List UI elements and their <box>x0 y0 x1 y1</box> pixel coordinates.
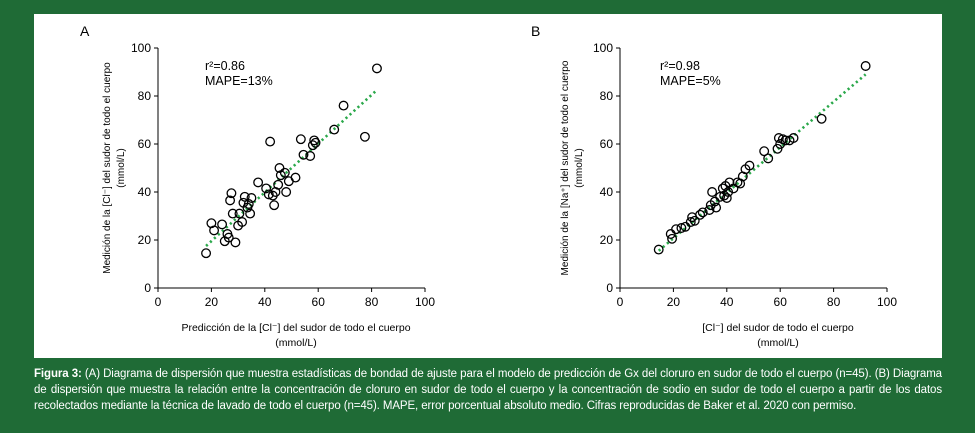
data-point <box>788 133 799 143</box>
x-axis-unit: (mmol/L) <box>757 337 798 349</box>
data-point <box>307 140 318 151</box>
figure-panel <box>34 14 942 358</box>
y-tick-label: 20 <box>138 233 152 247</box>
data-point <box>281 187 292 197</box>
x-axis-unit: (mmol/L) <box>275 337 316 349</box>
data-point <box>338 100 349 111</box>
data-point <box>295 134 306 145</box>
data-point <box>230 237 241 248</box>
data-point <box>245 208 256 219</box>
data-point <box>711 202 722 213</box>
y-tick-label: 80 <box>600 89 614 103</box>
data-point <box>201 248 212 259</box>
y-tick-label: 60 <box>600 137 614 151</box>
x-tick-label: 80 <box>365 295 379 309</box>
data-point <box>697 207 708 218</box>
data-point <box>273 179 284 190</box>
caption-text: (A) Diagrama de dispersión que muestra e… <box>34 368 942 412</box>
data-point <box>773 133 784 143</box>
x-axis-label: [Cl⁻] del sudor de todo el cuerpo <box>702 322 854 334</box>
data-point <box>227 208 238 219</box>
data-point <box>704 205 715 215</box>
data-point <box>676 223 687 233</box>
data-point <box>261 183 272 194</box>
data-point <box>246 193 257 203</box>
data-point <box>329 124 340 135</box>
data-point <box>744 160 755 171</box>
x-tick-label: 100 <box>877 295 897 309</box>
x-tick-label: 60 <box>312 295 326 309</box>
chart-a: A 0 20 40 60 80 100 0 20 40 60 80 100 r²=0.86MAPE=13%… <box>80 23 435 349</box>
data-point <box>298 149 309 160</box>
data-point <box>359 131 370 142</box>
y-tick-label: 80 <box>138 89 152 103</box>
y-tick-label: 0 <box>606 281 613 295</box>
y-axis-unit: (mmol/L) <box>574 148 585 187</box>
x-tick-label: 0 <box>155 295 162 309</box>
x-axis-label: Predicción de la [Cl⁻] del sudor de todo… <box>181 322 410 334</box>
r2-annotation: r²=0.98 <box>660 59 700 73</box>
panel-label: A <box>80 23 90 39</box>
x-tick-label: 80 <box>827 295 841 309</box>
data-point <box>689 215 700 226</box>
mape-annotation: MAPE=13% <box>205 74 273 88</box>
y-axis-label: Medición de la [Cl⁻] del sudor de todo e… <box>102 62 113 274</box>
x-tick-label: 60 <box>774 295 788 309</box>
mape-annotation: MAPE=5% <box>660 74 721 88</box>
y-tick-label: 40 <box>138 185 152 199</box>
data-point <box>237 217 248 227</box>
data-point <box>763 153 774 164</box>
data-point <box>772 143 783 154</box>
data-point <box>265 136 276 147</box>
data-point <box>671 224 682 235</box>
data-point <box>209 225 220 236</box>
y-tick-label: 20 <box>600 233 614 247</box>
data-point <box>816 113 827 124</box>
y-tick-label: 60 <box>138 137 152 151</box>
data-point <box>263 189 274 200</box>
data-point <box>269 200 280 211</box>
data-point <box>721 193 732 203</box>
x-tick-label: 0 <box>617 295 624 309</box>
x-tick-label: 40 <box>258 295 272 309</box>
data-point <box>243 199 254 209</box>
data-point <box>685 217 696 227</box>
figure-caption: Figura 3: (A) Diagrama de dispersión que… <box>34 366 942 414</box>
y-axis-unit: (mmol/L) <box>116 148 127 187</box>
y-tick-label: 40 <box>600 185 614 199</box>
y-tick-label: 100 <box>131 41 151 55</box>
data-point <box>223 232 234 243</box>
data-point <box>305 151 316 161</box>
caption-label: Figura 3: <box>34 368 82 380</box>
r2-annotation: r²=0.86 <box>205 59 245 73</box>
data-point <box>217 219 228 230</box>
data-point <box>279 167 290 178</box>
data-point <box>860 61 871 71</box>
data-point <box>226 188 237 199</box>
y-tick-label: 0 <box>144 281 151 295</box>
x-tick-label: 20 <box>667 295 681 309</box>
data-point <box>667 233 678 244</box>
data-point <box>310 137 321 148</box>
data-point <box>707 187 718 197</box>
data-point <box>371 63 382 74</box>
data-point <box>653 244 664 255</box>
x-tick-label: 40 <box>720 295 734 309</box>
trendline <box>205 89 378 247</box>
y-tick-label: 100 <box>593 41 613 55</box>
panel-label: B <box>531 23 540 39</box>
data-point <box>290 172 301 183</box>
data-point <box>253 177 264 188</box>
x-tick-label: 100 <box>415 295 435 309</box>
data-point <box>309 135 320 146</box>
trendline <box>657 73 867 252</box>
x-tick-label: 20 <box>205 295 219 309</box>
data-point <box>695 209 706 220</box>
y-axis-label: Medición de la [Na⁺] del sudor de todo e… <box>560 60 571 275</box>
data-point <box>225 195 236 206</box>
